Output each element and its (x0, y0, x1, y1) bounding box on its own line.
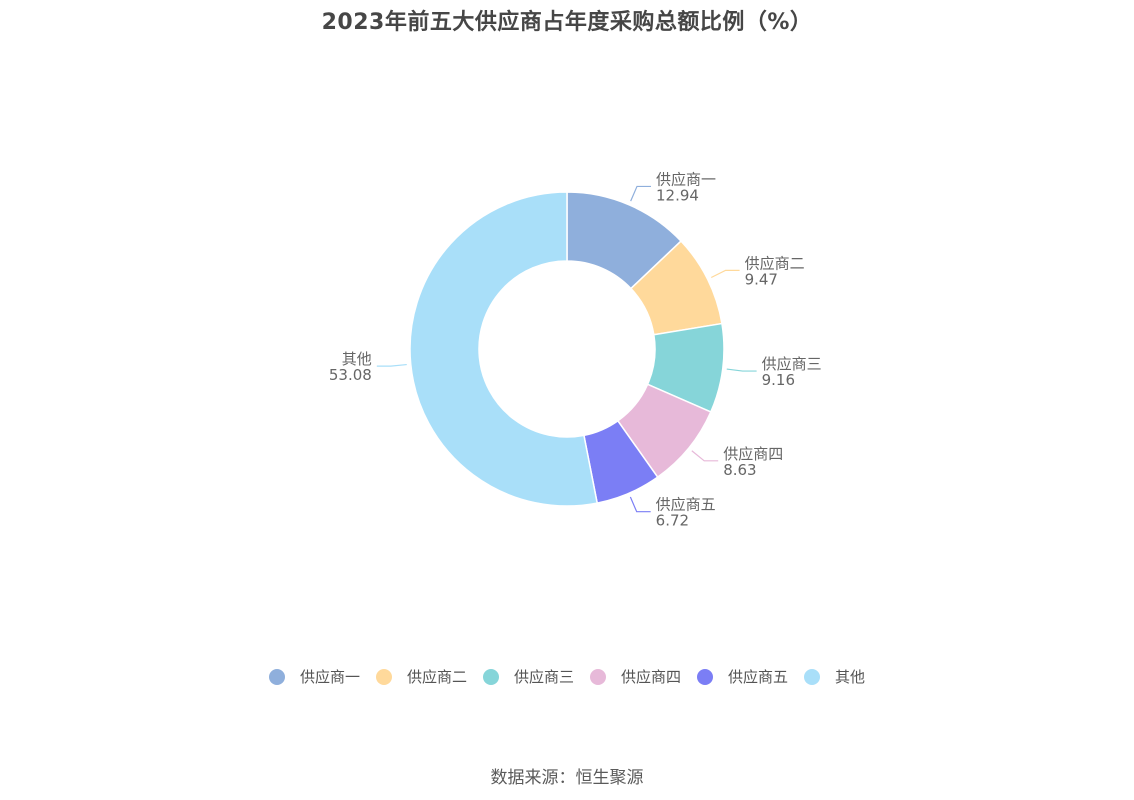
slice-6[interactable] (409, 191, 599, 507)
legend-item-2[interactable]: 供应商二 (375, 666, 467, 687)
slice-label-name-6: 其他 (342, 350, 372, 368)
legend-label: 其他 (835, 668, 866, 686)
slice-label-value-5: 6.72 (656, 512, 689, 530)
data-source: 数据来源：恒生聚源 (490, 768, 644, 788)
legend-label: 供应商五 (728, 668, 789, 686)
chart-title: 2023年前五大供应商占年度采购总额比例（%） (321, 10, 813, 35)
slice-label-name-2: 供应商二 (745, 254, 805, 272)
legend-item-4[interactable]: 供应商四 (590, 666, 681, 687)
legend-marker-icon (590, 668, 606, 685)
slice-label-name-5: 供应商五 (656, 496, 716, 514)
legend-marker-icon (804, 668, 821, 685)
leader-line-2 (710, 269, 740, 279)
legend-marker-icon (268, 668, 285, 685)
leader-line-3 (726, 368, 757, 372)
slice-label-name-3: 供应商三 (762, 355, 822, 373)
legend-label: 供应商二 (406, 668, 467, 686)
slice-label-name-4: 供应商四 (723, 445, 783, 463)
legend-item-1[interactable]: 供应商一 (268, 666, 360, 687)
legend-label: 供应商四 (621, 668, 682, 686)
leader-line-1 (630, 185, 651, 202)
slice-label-value-3: 9.16 (762, 371, 795, 389)
legend-marker-icon (375, 668, 392, 685)
slice-label-value-6: 53.08 (329, 366, 372, 384)
legend-item-6[interactable]: 其他 (804, 666, 865, 687)
leader-line-4 (691, 450, 719, 462)
slice-label-value-1: 12.94 (656, 186, 699, 204)
legend-label: 供应商三 (513, 668, 574, 686)
slice-label-value-2: 9.47 (745, 270, 778, 288)
slice-label-value-4: 8.63 (723, 461, 756, 479)
legend-marker-icon (482, 668, 499, 685)
leader-line-6 (376, 363, 407, 367)
legend-marker-icon (697, 668, 714, 685)
slice-label-name-1: 供应商一 (656, 170, 716, 188)
legend-label: 供应商一 (299, 668, 360, 686)
legend-item-3[interactable]: 供应商三 (482, 666, 574, 687)
chart-legend: 供应商一 供应商二 供应商三 供应商四 供应商五 其他 (0, 666, 1134, 687)
leader-line-5 (629, 496, 651, 513)
legend-item-5[interactable]: 供应商五 (697, 666, 788, 687)
